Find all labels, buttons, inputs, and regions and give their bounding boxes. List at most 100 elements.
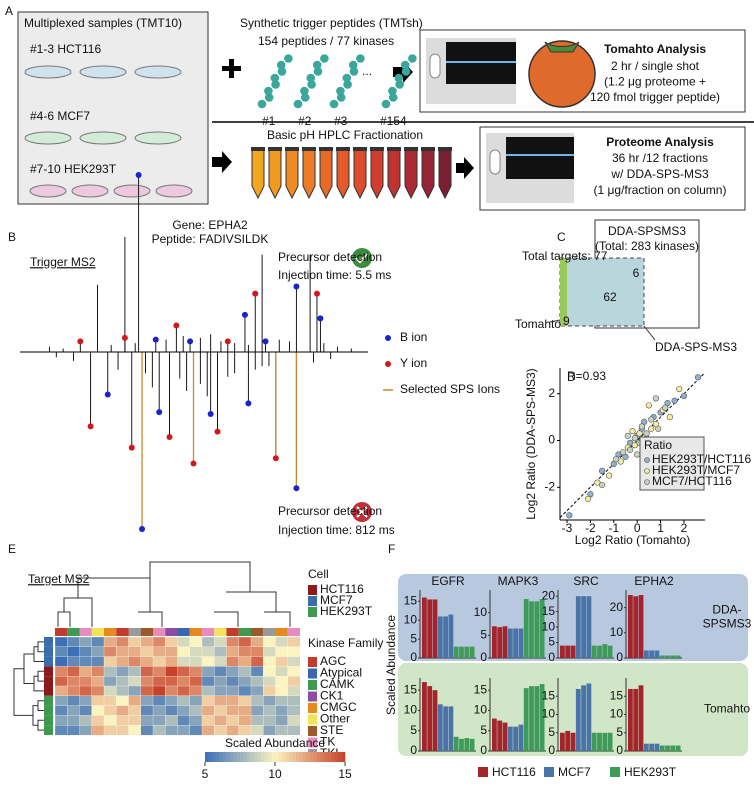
tube-cap (302, 147, 316, 151)
heat-cell (177, 666, 191, 677)
bar (649, 743, 654, 751)
heat-cell (67, 646, 80, 657)
heat-cell (287, 725, 301, 736)
heat-cell (128, 695, 142, 706)
heat-cell (103, 695, 117, 706)
legend-swatch (308, 726, 317, 736)
heat-cell (201, 715, 215, 726)
bar (597, 732, 602, 751)
colorbar-step (334, 752, 339, 762)
heat-cell (238, 725, 252, 736)
heat-cell (263, 646, 276, 657)
heat-cell (116, 695, 129, 706)
legend-swatch (308, 607, 317, 617)
trigger-subtitle: 154 peptides / 77 kinases (258, 34, 394, 48)
heat-cell (116, 636, 129, 648)
family-annotation (263, 628, 276, 636)
heat-cell (275, 656, 289, 667)
heat-cell (287, 636, 301, 648)
bar (575, 688, 581, 751)
annotation: R=0.93 (567, 369, 606, 383)
heat-cell (128, 705, 142, 716)
heat-cell (152, 695, 166, 706)
colorbar-step (341, 752, 346, 762)
heat-cell (250, 685, 264, 697)
heat-cell (103, 676, 117, 687)
peptide-label: #3 (334, 114, 348, 128)
row-label: DDA- (712, 603, 741, 617)
legend-label: HCT116 (320, 582, 364, 596)
spectrum-label: Trigger MS2 (30, 255, 96, 269)
ion-dot (272, 455, 279, 462)
heat-cell (165, 676, 178, 687)
family-annotation (91, 628, 104, 636)
bar (654, 743, 660, 751)
y-tick-label: 2 (548, 386, 555, 400)
bar (643, 650, 649, 658)
heat-cell (177, 715, 191, 726)
ion-dot (313, 290, 320, 297)
ion-dot (139, 526, 146, 532)
culture-dish (71, 184, 109, 198)
heat-cell (226, 666, 240, 677)
bar (565, 730, 571, 751)
ion-dot (121, 334, 128, 341)
bar (492, 718, 497, 751)
heat-cell (116, 676, 129, 687)
y-tick-label: 5 (548, 635, 555, 649)
heat-cell (103, 685, 117, 697)
venn-count: 6 (633, 266, 640, 280)
heat-cell (128, 646, 142, 657)
bar (638, 595, 644, 658)
heat-cell (103, 656, 117, 667)
colorbar-step (324, 752, 328, 762)
legend-label: Y ion (400, 356, 427, 370)
ion-dot (152, 336, 159, 343)
box-title: Proteome Analysis (606, 135, 714, 149)
bar (670, 745, 676, 751)
heat-cell (103, 705, 117, 716)
bar (497, 720, 503, 751)
samples-box (17, 11, 209, 205)
tube-cap (251, 147, 265, 151)
y-tick-label: 10 (474, 703, 488, 717)
heat-cell (263, 705, 276, 716)
peptide-bead (336, 93, 346, 102)
point (662, 404, 669, 411)
legend-swatch (308, 691, 317, 702)
heat-cell (238, 676, 252, 687)
legend-marker (644, 479, 650, 485)
heat-cell (226, 725, 240, 736)
heat-cell (275, 666, 289, 677)
heat-cell (79, 676, 93, 687)
y-tick-label: 15 (474, 682, 488, 696)
y-tick-label: 0 (616, 743, 623, 757)
heat-cell (238, 685, 252, 697)
bar (523, 688, 529, 751)
cell-annotation (44, 686, 53, 696)
heat-cell (91, 636, 105, 648)
legend-swatch (308, 737, 317, 748)
heat-cell (201, 725, 215, 736)
family-annotation (128, 628, 141, 636)
bar (586, 683, 592, 751)
heat-cell (238, 705, 252, 716)
heat-cell (140, 676, 154, 687)
heat-cell (263, 715, 276, 726)
heat-cell (54, 725, 68, 736)
bar (497, 627, 503, 658)
legend-swatch (308, 585, 317, 595)
tube-cap (404, 147, 418, 151)
bar (422, 597, 427, 658)
heat-cell (177, 725, 191, 736)
peptide-bead (394, 73, 404, 83)
colorbar-step (289, 752, 293, 762)
point (652, 395, 659, 402)
heat-cell (140, 725, 154, 736)
heat-cell (214, 636, 227, 648)
bar (432, 690, 438, 751)
culture-dish (134, 131, 182, 145)
y-axis-label: Log2 Ratio (DDA-SPS-MS3) (524, 368, 538, 519)
heat-cell (177, 695, 191, 706)
check-mark (355, 253, 368, 264)
